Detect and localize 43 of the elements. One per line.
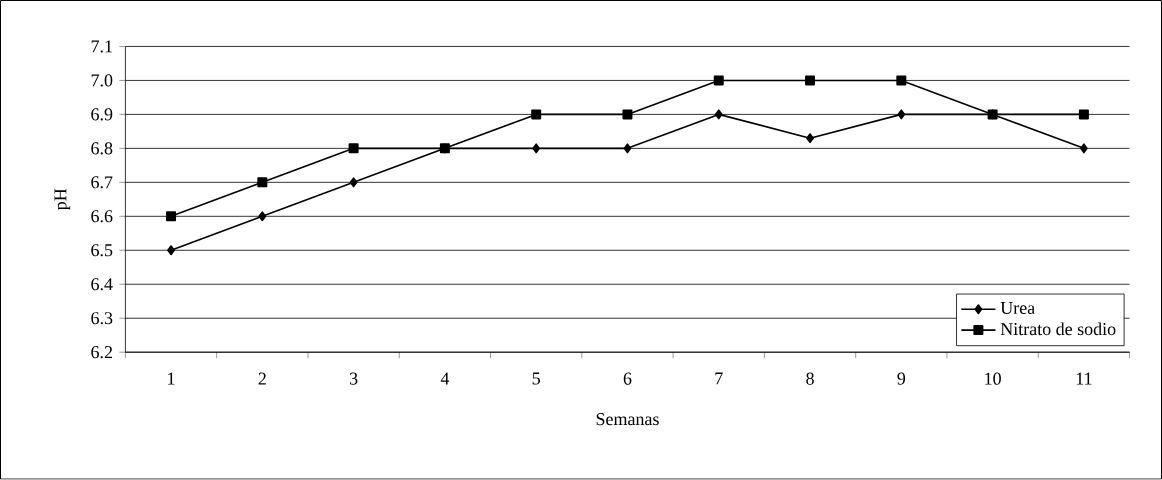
y-tick-label: 6.5	[91, 244, 113, 257]
point	[167, 245, 175, 256]
y-axis-title: pH	[54, 189, 71, 211]
point	[531, 109, 542, 120]
y-tick-label: 7.1	[91, 40, 112, 53]
point	[897, 109, 906, 120]
point	[349, 177, 358, 188]
x-tick-label: 5	[532, 372, 540, 385]
point	[166, 211, 177, 222]
y-tick-label: 6.7	[91, 176, 113, 189]
y-tick-label: 6.9	[91, 108, 113, 121]
x-tick-label: 10	[985, 372, 1001, 385]
x-tick-label: 3	[349, 372, 358, 385]
point	[1078, 109, 1089, 120]
y-tick-label: 7.0	[91, 74, 113, 87]
y-tick-label: 6.6	[91, 210, 113, 223]
point	[806, 133, 814, 144]
point	[258, 211, 267, 222]
point	[714, 109, 723, 120]
point	[805, 75, 816, 86]
point	[896, 75, 907, 86]
point	[257, 177, 268, 188]
x-tick-label: 2	[258, 372, 266, 385]
x-tick-label: 4	[440, 372, 450, 385]
point	[622, 109, 633, 120]
point	[623, 143, 632, 154]
y-tick-label: 6.4	[91, 278, 113, 291]
y-tick-label: 6.2	[91, 346, 112, 359]
x-tick-label: 6	[623, 372, 632, 385]
x-tick-label: 1	[168, 372, 175, 385]
point	[1079, 143, 1088, 154]
legend-label: Nitrato de sodio	[1000, 322, 1116, 336]
point	[348, 143, 359, 154]
x-tick-label: 8	[806, 372, 814, 385]
y-tick-label: 6.3	[91, 312, 113, 325]
x-tick-label: 11	[1076, 372, 1092, 385]
x-tick-label: 7	[715, 372, 723, 385]
point	[532, 143, 541, 154]
legend-label: Urea	[1000, 302, 1035, 315]
point	[713, 75, 724, 86]
x-tick-label: 9	[897, 372, 906, 385]
y-tick-label: 6.8	[91, 142, 113, 155]
x-axis-title: Semanas	[596, 413, 659, 426]
